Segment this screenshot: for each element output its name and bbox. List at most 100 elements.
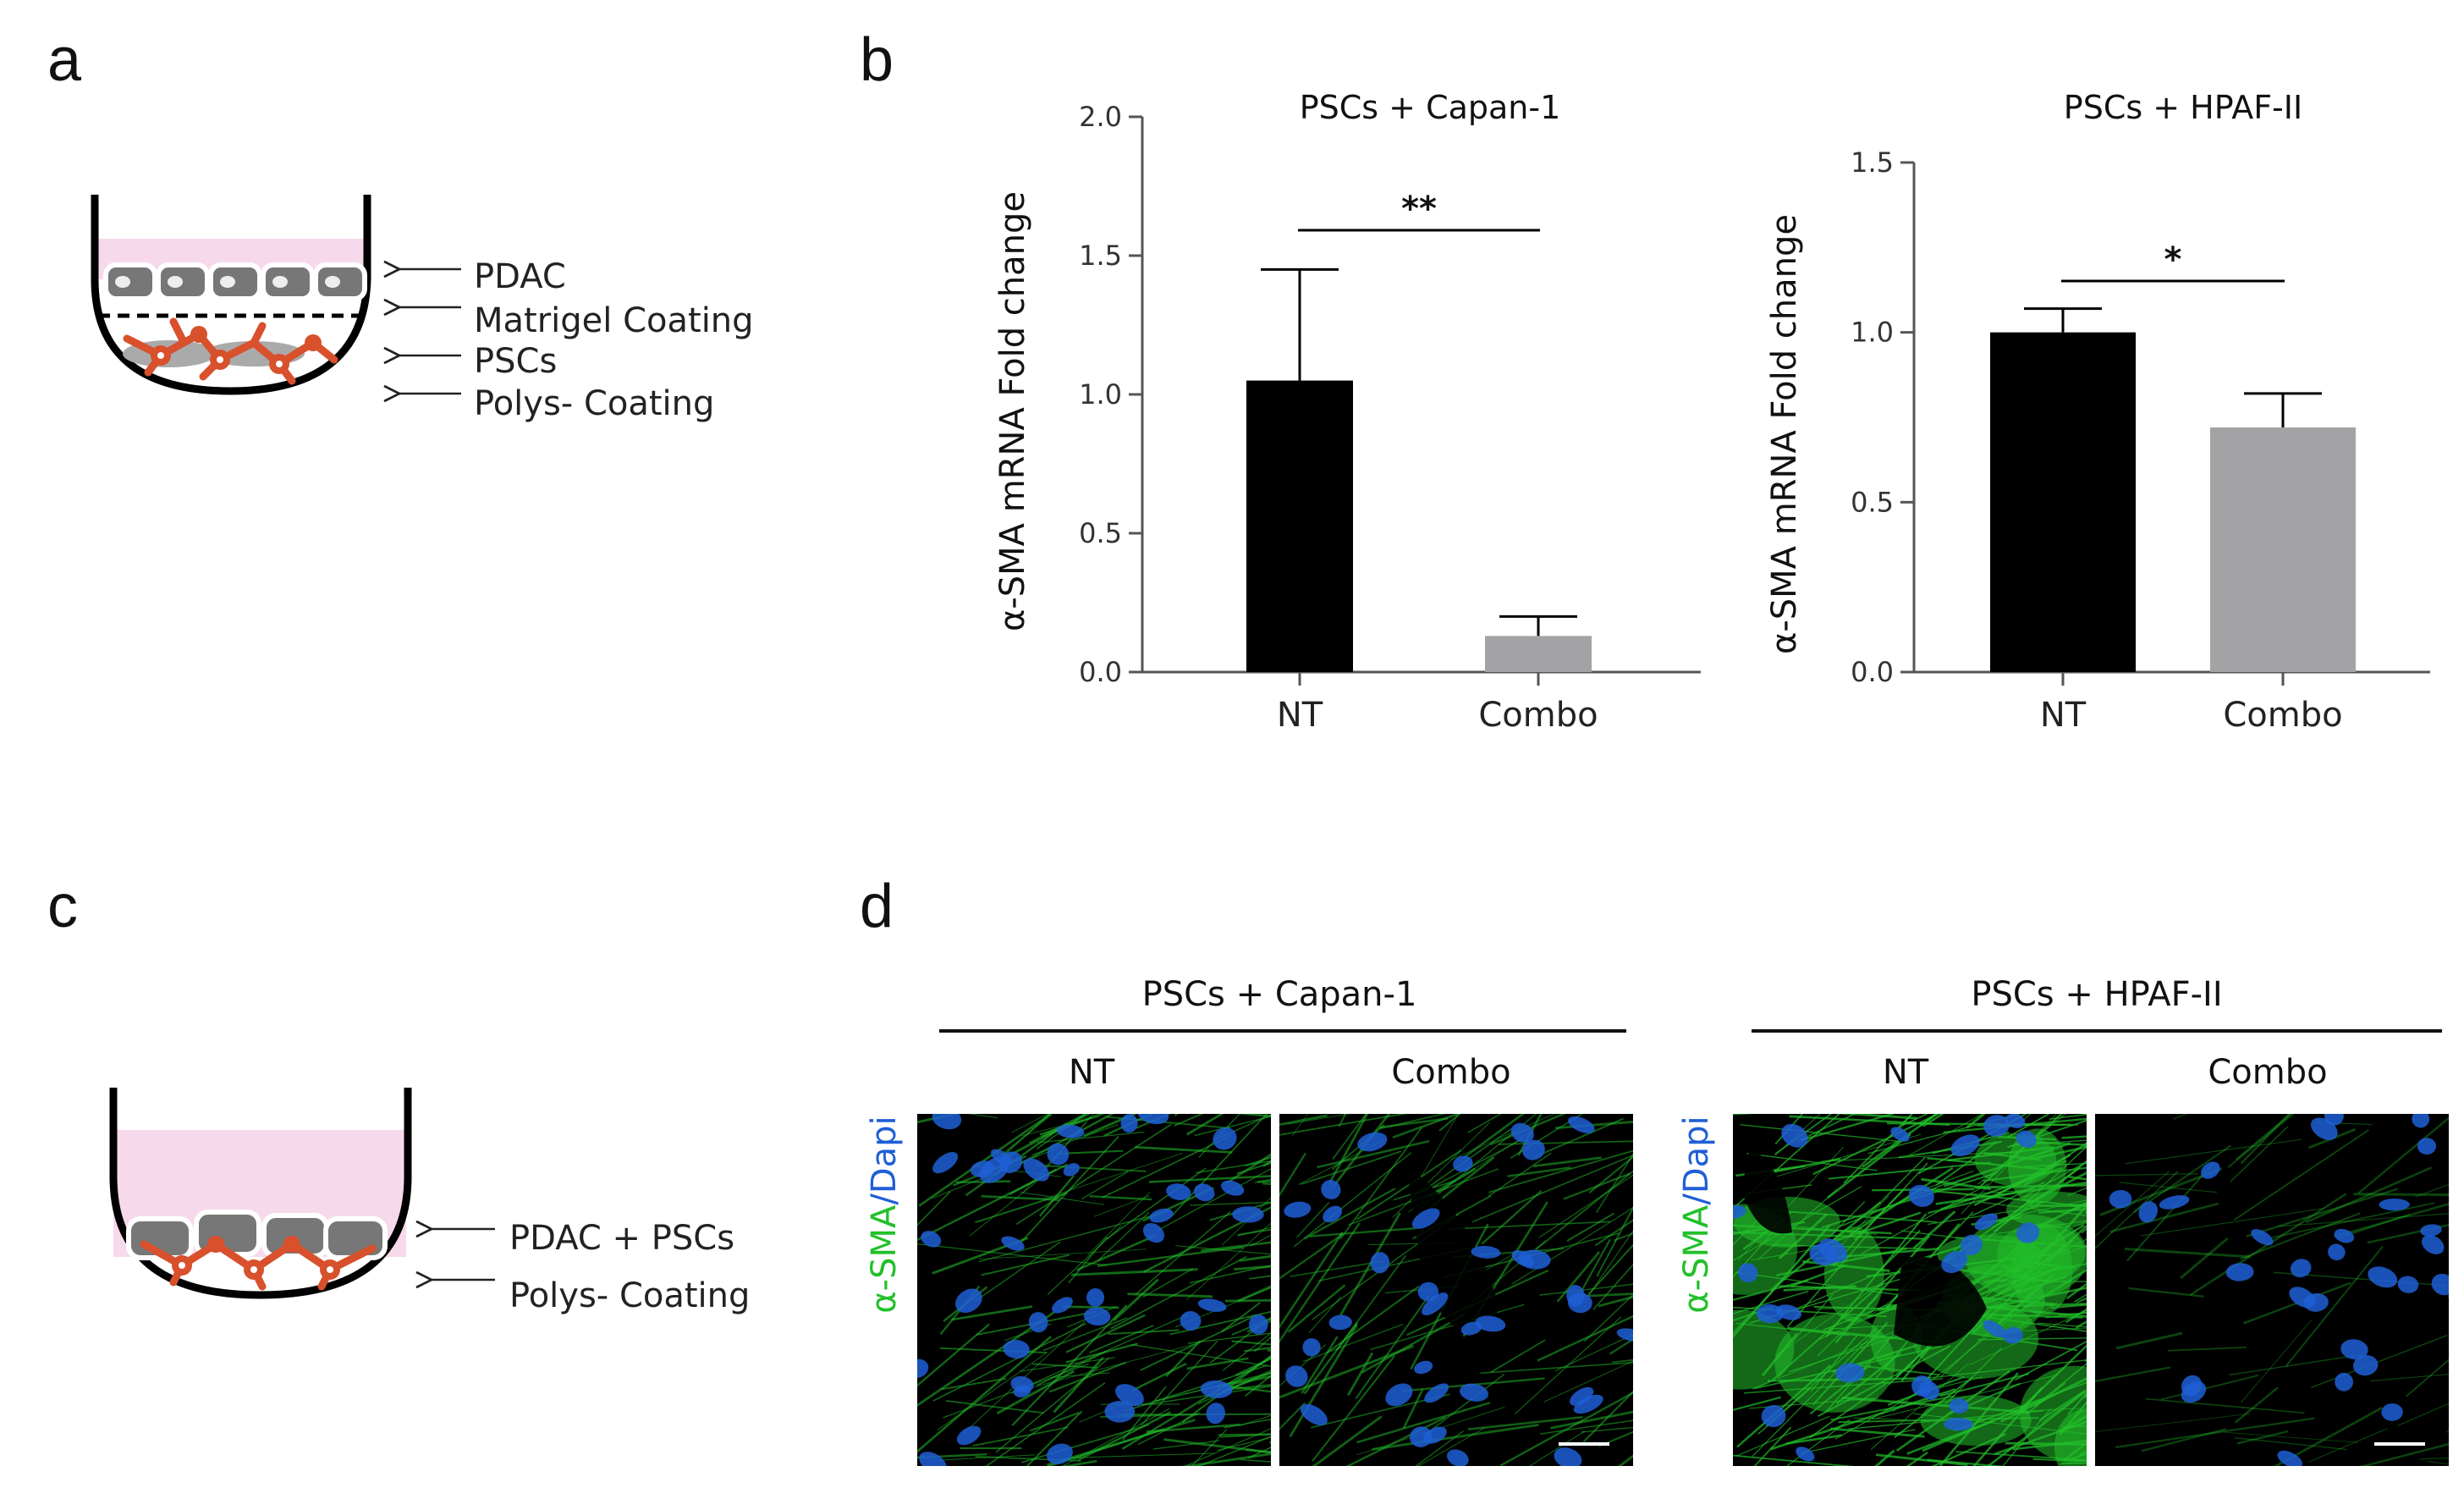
actin-fiber [1841,1396,2031,1414]
actin-fiber [1279,1344,1415,1399]
actin-fiber [2063,1441,2087,1462]
nucleus [1960,1234,1983,1256]
actin-fiber [1977,1337,2087,1341]
nucleus [2201,1161,2220,1179]
actin-fiber [1037,1131,1145,1144]
actin-fiber [1002,1114,1052,1157]
actin-fiber [2119,1182,2218,1193]
actin-fiber [1841,1195,1889,1246]
actin-fiber [2234,1436,2347,1451]
actin-fiber [1030,1412,1080,1432]
actin-fiber [1196,1160,1271,1174]
actin-fiber [1581,1426,1633,1433]
actin-fiber [1339,1212,1401,1316]
actin-fiber [1279,1233,1344,1280]
actin-fiber [1065,1314,1146,1353]
actin-fiber [1850,1364,1940,1376]
nucleus [2421,1235,2445,1254]
actin-fiber [1086,1191,1151,1256]
actin-fiber [1765,1326,1878,1427]
actin-fiber [1187,1332,1271,1344]
actin-fiber [1077,1411,1171,1462]
y-tick-label: 1.5 [1079,240,1122,272]
actin-fiber [972,1426,1069,1447]
nucleus [932,1152,959,1174]
actin-fiber [1812,1114,1940,1176]
actin-fiber [2126,1161,2215,1262]
actin-fiber [1093,1195,1150,1217]
actin-fiber [1778,1213,1829,1259]
actin-fiber [1772,1274,1893,1381]
label-polys-coating-c: Polys- Coating [509,1276,750,1315]
nucleus [955,1288,982,1313]
actin-fiber [1733,1396,1781,1411]
nucleus [1001,1236,1025,1251]
actin-fiber [1131,1363,1187,1392]
nucleus [1003,1339,1030,1359]
actin-fiber [1309,1226,1417,1237]
nucleus [1284,1201,1312,1218]
actin-fiber [967,1114,998,1119]
chart-title: PSCs + HPAF-II [2064,89,2302,126]
nucleus [1357,1132,1388,1152]
actin-fiber [2305,1166,2433,1224]
actin-fiber [1356,1402,1491,1444]
nucleus [1417,1281,1439,1302]
nucleus [1046,1443,1073,1464]
actin-fiber [1733,1186,1862,1261]
actin-fiber [2095,1173,2198,1177]
actin-fiber [1629,1442,1633,1466]
actin-fiber [2057,1238,2087,1254]
actin-fiber [1231,1340,1271,1346]
actin-fiber [1954,1381,2087,1432]
actin-fiber [2049,1114,2087,1120]
actin-fiber [1914,1359,2087,1381]
actin-fiber [1105,1167,1207,1240]
actin-fiber [2002,1199,2087,1220]
actin-fiber [1346,1352,1374,1397]
nucleus [1941,1250,1968,1274]
nucleus [1510,1122,1534,1144]
actin-fiber [2419,1457,2449,1460]
actin-fiber [1894,1376,1973,1439]
actin-fiber [1821,1172,1997,1229]
nucleus [970,1160,995,1177]
actin-fiber [951,1305,1033,1321]
actin-fiber [2246,1188,2398,1237]
actin-fiber [1302,1323,1404,1363]
actin-fiber [1209,1316,1271,1364]
nucleus [1137,1114,1169,1125]
actin-fiber [1250,1234,1271,1247]
actin-fiber [2273,1407,2383,1466]
actin-fiber [1089,1195,1152,1201]
nucleus [2181,1381,2207,1403]
actin-fiber [1224,1298,1271,1303]
actin-fiber [2240,1320,2313,1403]
actin-fiber [1507,1166,1571,1177]
actin-fiber [1217,1436,1271,1451]
nucleus [1475,1315,1506,1332]
actin-fiber [1566,1212,1615,1242]
actin-fiber [1237,1285,1271,1303]
actin-fiber [945,1400,1044,1414]
actin-fiber [1935,1140,1998,1186]
actin-fiber [1239,1254,1271,1262]
actin-fiber [1931,1433,2006,1466]
actin-fiber [2007,1114,2051,1138]
actin-fiber [1061,1408,1170,1466]
actin-fiber [1786,1233,1869,1328]
nucleus [1944,1417,1973,1431]
actin-fiber [1417,1427,1485,1466]
actin-fiber [1062,1452,1214,1459]
nucleus [1166,1183,1191,1200]
micrograph-headers: PSCs + Capan-1 NT Combo PSCs + HPAF-II N… [865,975,2442,1314]
x-tick-label: Combo [1478,696,1598,735]
nucleus [2381,1403,2403,1421]
actin-fiber [996,1370,1075,1415]
nucleus [1213,1127,1237,1150]
actin-fiber [1875,1453,1968,1466]
actin-fiber [1481,1190,1543,1245]
actin-fiber [1332,1114,1367,1160]
actin-fiber [1237,1226,1271,1237]
nucleus [1453,1155,1473,1172]
